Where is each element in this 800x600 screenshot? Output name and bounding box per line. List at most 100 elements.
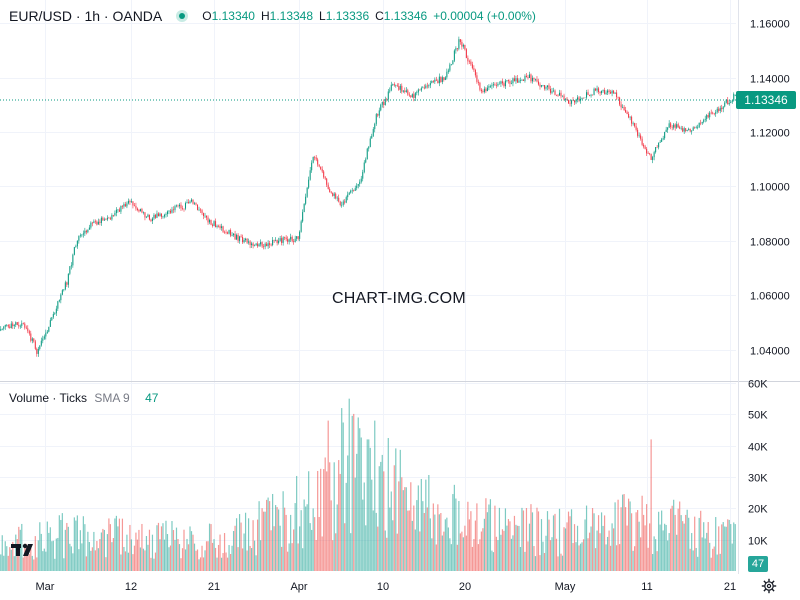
volume-bar — [434, 514, 436, 571]
candle-body — [365, 159, 367, 163]
candle-body — [124, 204, 126, 207]
volume-bar — [198, 559, 200, 571]
volume-bar — [61, 513, 63, 571]
time-axis[interactable]: Mar 12 21 Apr 10 20 May 11 21 — [36, 581, 737, 593]
candle-body — [536, 79, 538, 82]
candle-body — [715, 112, 717, 114]
candle-body — [440, 76, 442, 83]
candle-body — [254, 245, 256, 247]
candle-body — [9, 326, 11, 329]
candle-body — [449, 64, 451, 71]
candle-body — [533, 77, 535, 80]
volume-bar — [163, 539, 166, 571]
volume-bar — [581, 542, 583, 571]
volume-bar — [336, 504, 338, 571]
candle-body — [317, 159, 319, 165]
candle-body — [183, 208, 185, 210]
volume-bar — [416, 500, 418, 571]
volume-bar — [211, 542, 214, 571]
candle-body — [1, 328, 3, 330]
candle-body — [67, 273, 69, 285]
candle-body — [22, 323, 24, 324]
candle-body — [372, 129, 374, 136]
candle-body — [378, 110, 380, 116]
change-value: +0.00004 (+0.00%) — [433, 9, 536, 23]
volume-bar — [459, 533, 461, 571]
open-value: 1.13340 — [211, 9, 255, 23]
candle-body — [151, 218, 153, 221]
volume-bar — [628, 498, 630, 571]
volume-bar — [600, 512, 603, 571]
volume-bar — [338, 460, 340, 571]
volume-bar — [43, 548, 45, 571]
volume-bar — [655, 539, 657, 571]
candle-body — [145, 216, 147, 218]
settings-gear-icon[interactable] — [761, 578, 777, 594]
candle-body — [363, 162, 365, 173]
volume-bar — [229, 554, 232, 571]
price-axis[interactable]: 1.16000 1.14000 1.12000 1.10000 1.08000 1.060… — [750, 19, 790, 358]
volume-bar — [506, 525, 508, 571]
candle-body — [722, 106, 724, 110]
volume-bar — [389, 507, 391, 571]
volume-bar — [210, 524, 212, 571]
candle-body — [398, 86, 400, 90]
volume-bar — [27, 555, 29, 571]
candle-body — [540, 85, 543, 87]
volume-bar — [99, 539, 101, 571]
candle-body — [428, 85, 430, 87]
volume-bar — [560, 553, 562, 571]
candle-body — [616, 92, 618, 97]
volume-bar — [608, 530, 610, 571]
candle-body — [360, 178, 362, 182]
candle-body — [148, 214, 150, 220]
tradingview-logo-icon[interactable] — [9, 540, 39, 560]
candle-body — [452, 60, 454, 65]
candle-body — [438, 76, 440, 84]
candle-body — [85, 230, 87, 233]
volume-bar — [618, 544, 621, 571]
price-tick-label: 1.12000 — [750, 128, 790, 140]
candle-body — [486, 87, 488, 92]
volume-bar — [85, 556, 87, 571]
volume-bar — [103, 529, 105, 571]
volume-bar — [572, 543, 574, 571]
candle-body — [596, 88, 598, 91]
volume-bar — [105, 557, 107, 571]
volume-bar — [64, 529, 66, 571]
volume-bar — [485, 498, 487, 571]
candle-body — [266, 243, 268, 247]
volume-bar — [590, 526, 592, 571]
volume-bar — [333, 462, 335, 571]
candle-body — [411, 94, 413, 98]
volume-bar — [22, 557, 24, 571]
market-status-icon[interactable] — [176, 10, 189, 22]
volume-bar — [558, 508, 561, 571]
candle-body — [667, 127, 669, 130]
candle-body — [500, 81, 502, 84]
candle-body — [315, 157, 317, 160]
volume-bar — [656, 551, 658, 571]
candle-body — [518, 80, 520, 83]
candle-body — [392, 84, 394, 85]
volume-axis[interactable]: 60K 50K 40K 30K 20K 10K — [748, 379, 768, 548]
volume-bar — [249, 545, 251, 571]
candle-body — [617, 96, 619, 98]
volume-bar — [563, 527, 565, 571]
candle-body — [640, 135, 642, 139]
volume-legend-title[interactable]: Volume · Ticks — [9, 391, 88, 405]
volume-bar — [201, 545, 203, 571]
candle-body — [90, 222, 92, 228]
volume-tick-label: 30K — [748, 473, 768, 485]
candle-body — [69, 266, 71, 274]
candle-body — [695, 127, 697, 128]
candle-body — [213, 221, 215, 226]
candle-body — [233, 233, 235, 236]
volume-bar — [366, 439, 368, 571]
volume-bar — [381, 454, 383, 571]
volume-bar — [680, 515, 682, 571]
volume-bar — [715, 517, 717, 571]
candle-body — [359, 181, 361, 185]
symbol-title[interactable]: EUR/USD · 1h · OANDA — [9, 8, 163, 24]
